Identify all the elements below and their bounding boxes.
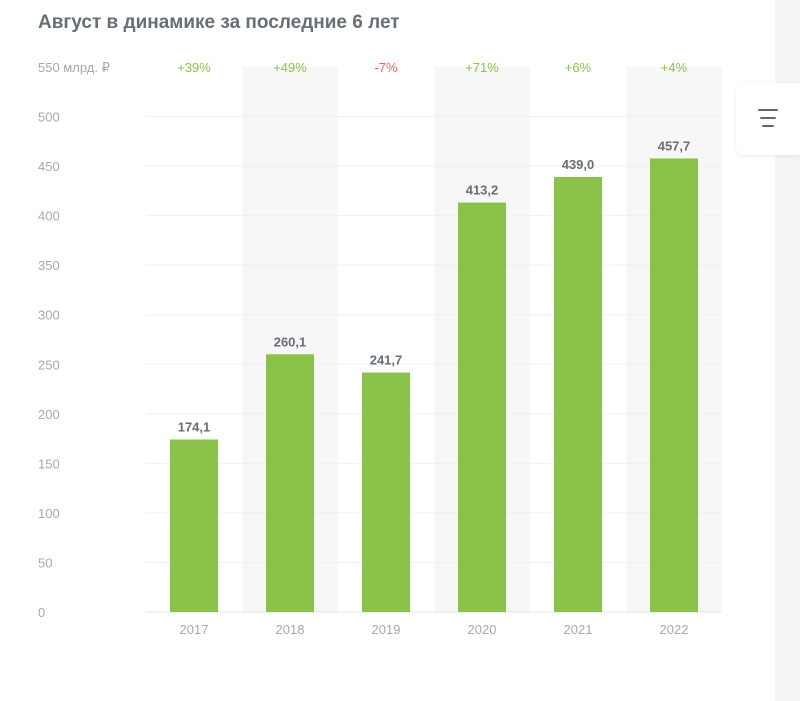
y-tick-label: 100 xyxy=(38,506,60,521)
change-label: +4% xyxy=(661,60,688,75)
y-tick-label: 200 xyxy=(38,407,60,422)
grid-lines xyxy=(146,116,722,613)
bar[interactable] xyxy=(458,202,506,612)
change-label: +71% xyxy=(465,60,499,75)
bar[interactable] xyxy=(554,176,602,612)
bar[interactable] xyxy=(362,372,410,612)
y-tick-label: 50 xyxy=(38,555,52,570)
bar-chart: 0 50 100 150 200 250 300 350 400 450 500 550 млрд.… xyxy=(38,60,722,637)
bar-value-label: 241,7 xyxy=(370,352,403,367)
y-tick-label: 300 xyxy=(38,308,60,323)
y-tick-label: 400 xyxy=(38,209,60,224)
bars xyxy=(170,158,698,612)
change-label: +39% xyxy=(177,60,211,75)
bar-value-label: 457,7 xyxy=(658,138,691,153)
y-tick-label: 350 xyxy=(38,258,60,273)
value-labels: 174,1 260,1 241,7 413,2 439,0 457,7 xyxy=(178,138,691,434)
y-axis-unit-label: 550 млрд. ₽ xyxy=(38,60,110,75)
y-tick-label: 500 xyxy=(38,110,60,125)
bar[interactable] xyxy=(266,354,314,612)
x-tick-label: 2022 xyxy=(660,622,689,637)
x-axis-ticks: 2017 2018 2019 2020 2021 2022 xyxy=(180,622,689,637)
x-tick-label: 2020 xyxy=(468,622,497,637)
y-tick-label: 0 xyxy=(38,605,45,620)
bar-value-label: 439,0 xyxy=(562,157,595,172)
change-label: -7% xyxy=(374,60,398,75)
bar[interactable] xyxy=(650,158,698,612)
x-tick-label: 2017 xyxy=(180,622,209,637)
change-labels: +39% +49% -7% +71% +6% +4% xyxy=(177,60,687,75)
bar-value-label: 413,2 xyxy=(466,183,499,198)
y-axis-ticks: 0 50 100 150 200 250 300 350 400 450 500 xyxy=(38,110,60,620)
y-tick-label: 450 xyxy=(38,159,60,174)
bar-value-label: 260,1 xyxy=(274,334,307,349)
change-label: +6% xyxy=(565,60,592,75)
x-tick-label: 2019 xyxy=(372,622,401,637)
chart-title: Август в динамике за последние 6 лет xyxy=(38,12,400,33)
y-tick-label: 250 xyxy=(38,357,60,372)
change-label: +49% xyxy=(273,60,307,75)
bar[interactable] xyxy=(170,439,218,612)
x-tick-label: 2021 xyxy=(564,622,593,637)
y-tick-label: 150 xyxy=(38,456,60,471)
bar-value-label: 174,1 xyxy=(178,419,211,434)
chart-menu-button[interactable] xyxy=(736,83,800,155)
x-tick-label: 2018 xyxy=(276,622,305,637)
